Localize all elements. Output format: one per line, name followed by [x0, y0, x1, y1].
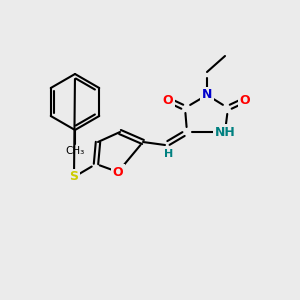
Text: O: O — [113, 166, 123, 178]
Text: NH: NH — [214, 125, 236, 139]
Text: CH₃: CH₃ — [65, 146, 85, 156]
Text: O: O — [163, 94, 173, 106]
Text: H: H — [164, 149, 174, 159]
Text: S: S — [70, 170, 79, 184]
Text: O: O — [240, 94, 250, 106]
Text: N: N — [202, 88, 212, 101]
